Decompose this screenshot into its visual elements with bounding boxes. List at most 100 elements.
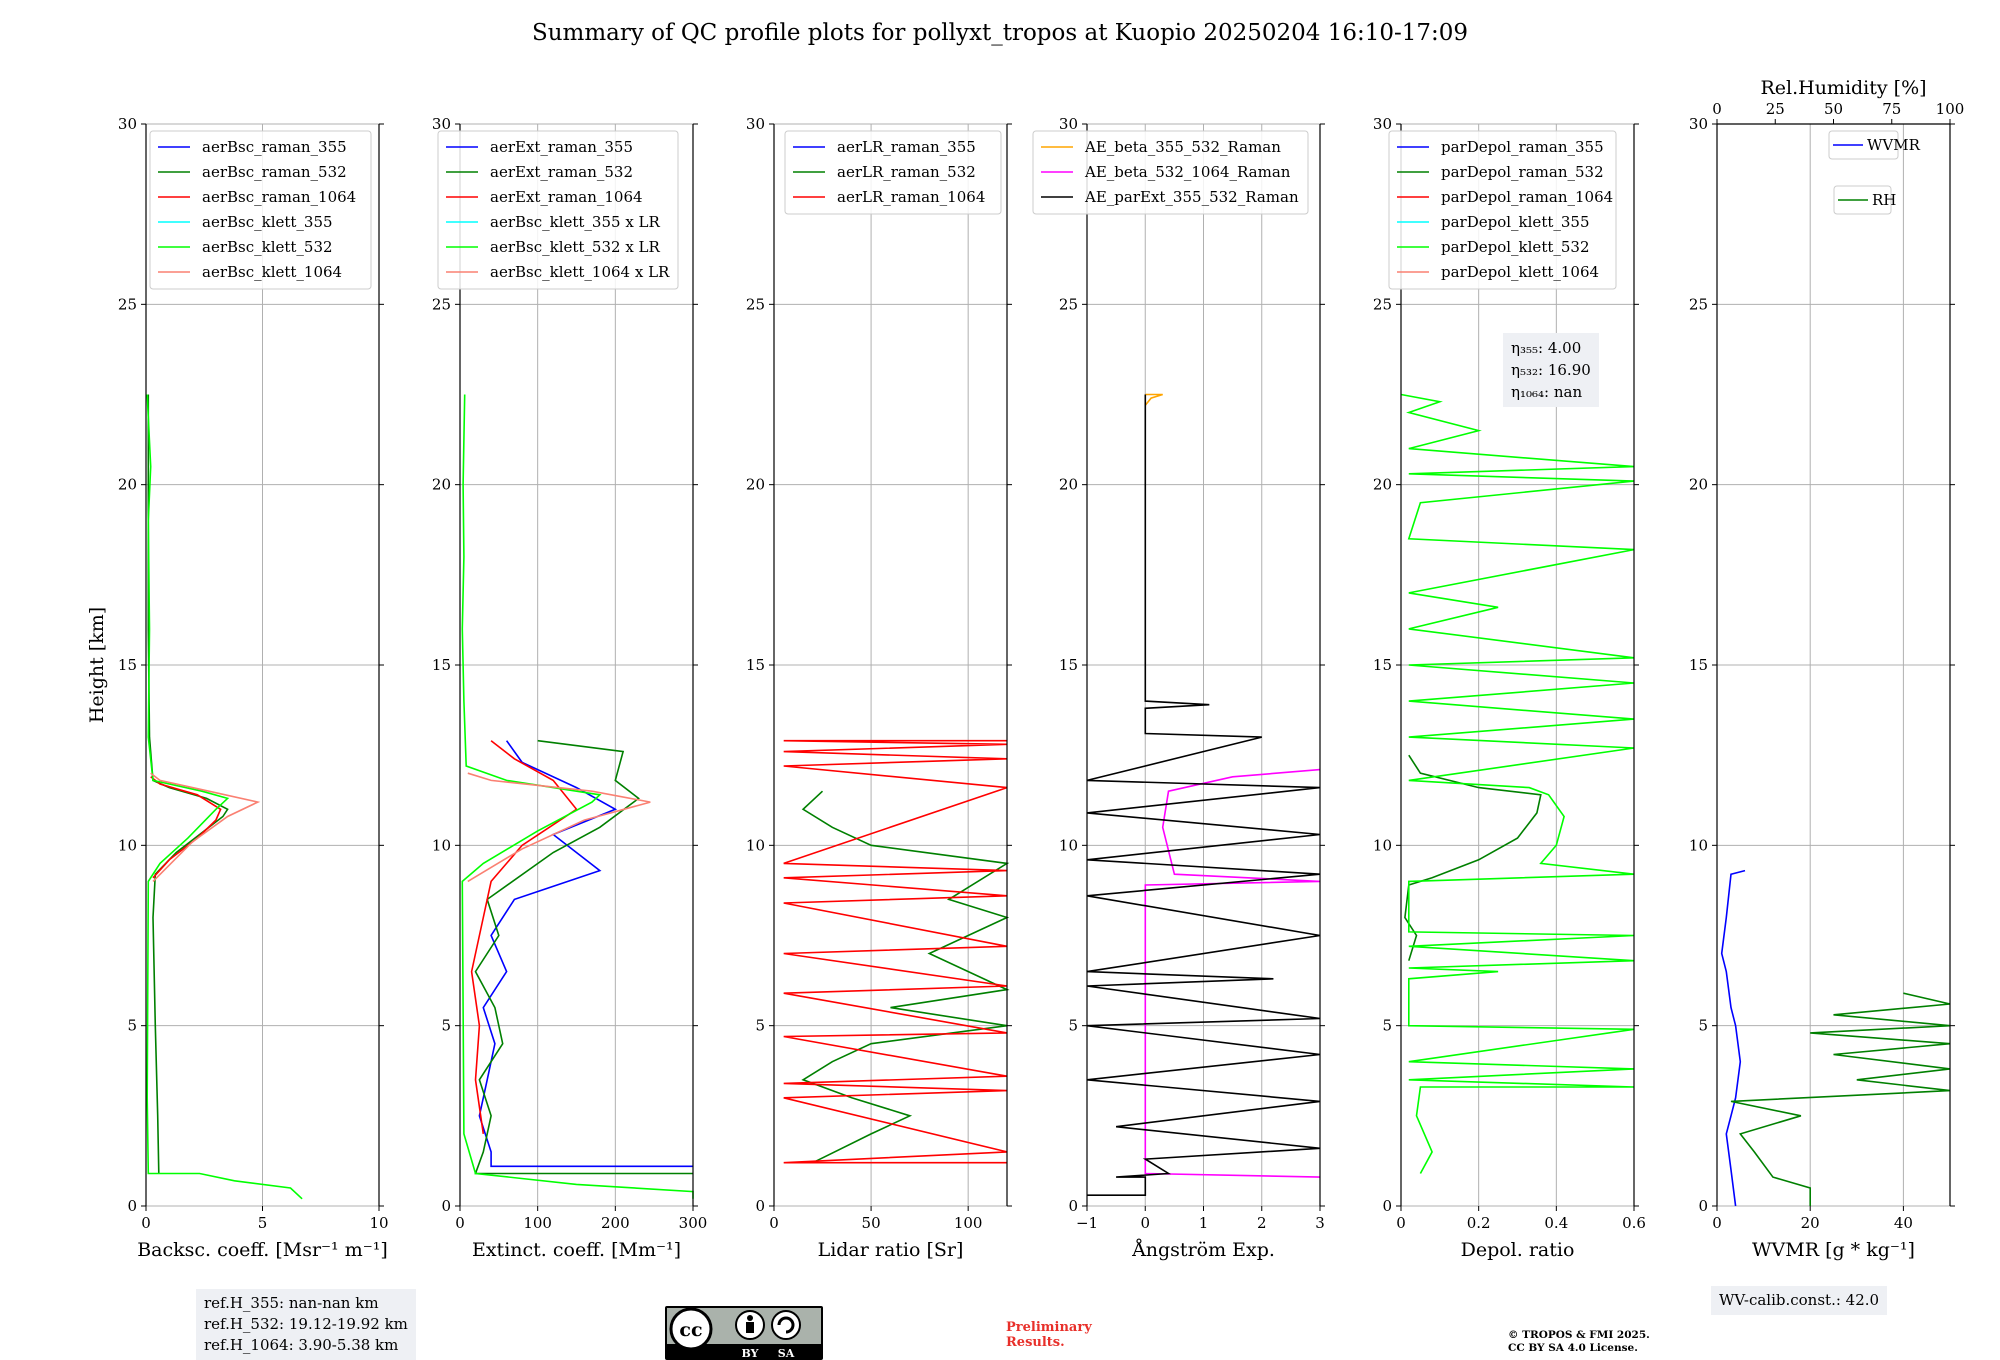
series-aerBsc_raman_1064 (150, 776, 222, 879)
ytick-label: 25 (432, 295, 451, 313)
ytick-label: 20 (1689, 476, 1708, 494)
ytick-label: 5 (127, 1017, 137, 1035)
legend-entry: AE_parExt_355_532_Raman (1084, 188, 1299, 206)
series-aerBsc_klett_1064 x LR (467, 772, 651, 883)
legend-entry: aerBsc_klett_355 (202, 213, 333, 231)
legend-entry: parDepol_klett_532 (1441, 238, 1590, 256)
legend-entry: aerBsc_klett_355 x LR (490, 213, 661, 231)
ref-height-532: ref.H_532: 19.12-19.92 km (204, 1315, 408, 1333)
ytick-label: 10 (1689, 836, 1708, 854)
legend-entry: WVMR (1867, 136, 1921, 154)
ytick-label: 30 (746, 115, 765, 133)
xaxis-label-ext: Extinct. coeff. [Mm⁻¹] (472, 1239, 681, 1261)
xtick-label: 40 (1894, 1214, 1913, 1232)
xtick-label: 0 (1140, 1214, 1150, 1232)
ytick-label: 0 (1382, 1197, 1392, 1215)
ytick-label: 20 (746, 476, 765, 494)
top-axis-label: Rel.Humidity [%] (1760, 77, 1926, 99)
copyright-line2: CC BY SA 4.0 License. (1508, 1342, 1638, 1354)
ytick-label: 0 (755, 1197, 765, 1215)
ytick-label: 25 (1689, 295, 1708, 313)
ytick-label: 30 (1059, 115, 1078, 133)
series-WVMR (1720, 869, 1746, 1207)
figure-title: Summary of QC profile plots for pollyxt_… (531, 20, 1469, 46)
ref-heights-box: ref.H_355: nan-nan km ref.H_532: 19.12-1… (196, 1289, 416, 1360)
ytick-label: 15 (746, 656, 765, 674)
legend-entry: aerExt_raman_355 (490, 138, 633, 156)
sa-icon-arrow (777, 1316, 795, 1334)
xtick-label: 0 (455, 1214, 465, 1232)
series-aerBsc_klett_532 (146, 394, 303, 1200)
ref-height-1064: ref.H_1064: 3.90-5.38 km (204, 1336, 399, 1354)
xaxis-label-bsc: Backsc. coeff. [Msr⁻¹ m⁻¹] (137, 1239, 388, 1261)
legend-entry: aerExt_raman_532 (490, 163, 633, 181)
series-RH (1730, 992, 1951, 1206)
top-xtick-label: 75 (1882, 100, 1901, 118)
series-aerLR_raman_532 (801, 790, 1010, 1164)
xtick-label: 0 (141, 1214, 151, 1232)
legend-entry: aerBsc_raman_355 (202, 138, 347, 156)
legend-box-depol (1388, 130, 1617, 290)
cc-by-label: BY (742, 1347, 759, 1360)
xtick-label: 0 (769, 1214, 779, 1232)
xtick-label: 0.6 (1622, 1214, 1646, 1232)
legend-entry: parDepol_raman_355 (1441, 138, 1604, 156)
ytick-label: 5 (1068, 1017, 1078, 1035)
ytick-label: 10 (118, 836, 137, 854)
legend-entry: RH (1872, 191, 1896, 209)
series-aerExt_raman_532 (474, 739, 693, 1175)
ytick-label: 0 (441, 1197, 451, 1215)
ytick-label: 10 (1373, 836, 1392, 854)
ytick-label: 0 (127, 1197, 137, 1215)
xtick-label: 20 (1801, 1214, 1820, 1232)
cc-sa-label: SA (778, 1347, 795, 1360)
xtick-label: 100 (523, 1214, 552, 1232)
xtick-label: 3 (1315, 1214, 1325, 1232)
top-xtick-label: 0 (1712, 100, 1722, 118)
ytick-label: 0 (1068, 1197, 1078, 1215)
ytick-label: 15 (1689, 656, 1708, 674)
cc-icon (669, 1307, 713, 1351)
ytick-label: 15 (1059, 656, 1078, 674)
ytick-label: 10 (1059, 836, 1078, 854)
series-AE_parExt_355_532_Raman (1086, 394, 1321, 1196)
legend-box-WVMR (1828, 130, 1899, 160)
eta-box: η₃₅₅: 4.00 η₅₃₂: 16.90 η₁₀₆₄: nan (1503, 333, 1599, 407)
cc-icon-text: cc (679, 1319, 702, 1341)
ref-height-355: ref.H_355: nan-nan km (204, 1294, 379, 1312)
legend-entry: aerLR_raman_1064 (837, 188, 985, 206)
legend-entry: aerBsc_klett_532 x LR (490, 238, 661, 256)
legend-entry: parDepol_raman_1064 (1441, 188, 1613, 206)
series-aerBsc_klett_532 x LR (461, 394, 694, 1199)
preliminary-note: Preliminary Results. (1006, 1320, 1092, 1350)
xtick-label: 50 (862, 1214, 881, 1232)
ytick-label: 20 (432, 476, 451, 494)
by-icon-body (746, 1322, 754, 1333)
legend-entry: AE_beta_532_1064_Raman (1084, 163, 1291, 181)
xtick-label: 200 (601, 1214, 630, 1232)
series-AE_beta_355_532_Raman (1144, 393, 1163, 406)
legend-entry: aerBsc_raman_532 (202, 163, 347, 181)
copyright-note: © TROPOS & FMI 2025. CC BY SA 4.0 License… (1508, 1329, 1650, 1355)
legend-entry: aerLR_raman_355 (837, 138, 976, 156)
eta-355: η₃₅₅: 4.00 (1511, 339, 1582, 357)
top-xtick-label: 50 (1824, 100, 1843, 118)
ytick-label: 25 (1373, 295, 1392, 313)
series-parDepol_klett_532 (1400, 393, 1635, 1174)
ytick-label: 5 (755, 1017, 765, 1035)
legend-box-ae (1032, 130, 1309, 215)
xtick-label: 100 (954, 1214, 983, 1232)
by-icon-head (747, 1315, 753, 1321)
xtick-label: 300 (679, 1214, 708, 1232)
legend-entry: aerBsc_klett_1064 (202, 263, 342, 281)
xtick-label: 10 (369, 1214, 388, 1232)
series-parDepol_raman_532 (1404, 754, 1542, 961)
xaxis-label-ae: Ångström Exp. (1131, 1239, 1275, 1261)
ytick-label: 15 (432, 656, 451, 674)
ytick-label: 30 (432, 115, 451, 133)
xtick-label: 0 (1712, 1214, 1722, 1232)
preliminary-line1: Preliminary (1006, 1320, 1092, 1335)
